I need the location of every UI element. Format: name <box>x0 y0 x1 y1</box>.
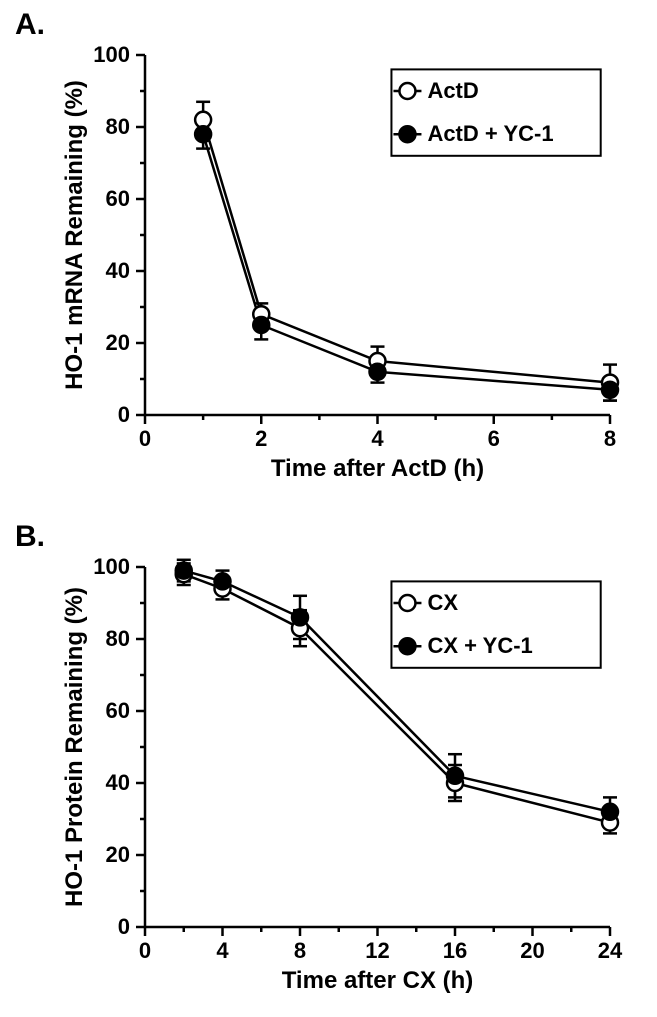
chart-svg: 0 4 8 12 16 20 24 0 20 40 60 80 100 Time after CX (h)… <box>60 552 630 1002</box>
panel-b-label: B. <box>15 520 45 554</box>
x-tick-label: 6 <box>488 426 500 451</box>
legend-label: CX + YC-1 <box>427 633 532 658</box>
filled-circle-marker <box>370 364 386 380</box>
legend-label: CX <box>427 590 458 615</box>
x-tick-label: 24 <box>598 938 623 963</box>
y-tick-label: 80 <box>106 114 130 139</box>
series-line <box>184 571 610 812</box>
x-tick-label: 4 <box>216 938 229 963</box>
panel-a-chart: 02468020406080100Time after ActD (h)HO-1… <box>60 40 630 490</box>
legend-marker <box>399 83 415 99</box>
y-tick-label: 0 <box>118 914 130 939</box>
x-tick-label: 8 <box>604 426 616 451</box>
legend-marker <box>399 126 415 142</box>
filled-circle-marker <box>602 804 618 820</box>
x-tick-label: 12 <box>365 938 389 963</box>
y-tick-label: 100 <box>93 42 130 67</box>
x-tick-label: 0 <box>139 938 151 963</box>
x-axis-title: Time after CX (h) <box>282 967 474 994</box>
x-tick-label: 4 <box>371 426 384 451</box>
filled-circle-marker <box>253 317 269 333</box>
chart-svg: 02468020406080100Time after ActD (h)HO-1… <box>60 40 630 490</box>
series-line <box>203 120 610 383</box>
y-tick-label: 60 <box>106 186 130 211</box>
y-tick-label: 60 <box>106 698 130 723</box>
filled-circle-marker <box>195 126 211 142</box>
x-tick-label: 2 <box>255 426 267 451</box>
x-tick-label: 16 <box>443 938 467 963</box>
filled-circle-marker <box>292 609 308 625</box>
x-tick-label: 8 <box>294 938 306 963</box>
panel-b-chart: 0 4 8 12 16 20 24 0 20 40 60 80 100 Time after CX (h)… <box>60 552 630 1002</box>
legend-marker <box>399 595 415 611</box>
y-tick-label: 0 <box>118 402 130 427</box>
y-tick-label: 100 <box>93 554 130 579</box>
y-tick-label: 20 <box>106 330 130 355</box>
y-tick-label: 40 <box>106 770 130 795</box>
y-tick-label: 40 <box>106 258 130 283</box>
series-line <box>203 134 610 390</box>
legend-label: ActD <box>427 78 478 103</box>
x-tick-label: 20 <box>520 938 544 963</box>
y-tick-label: 80 <box>106 626 130 651</box>
filled-circle-marker <box>215 573 231 589</box>
filled-circle-marker <box>447 768 463 784</box>
filled-circle-marker <box>602 382 618 398</box>
x-axis-title: Time after ActD (h) <box>271 455 484 482</box>
y-tick-label: 20 <box>106 842 130 867</box>
y-axis-title: HO-1 Protein Remaining (%) <box>61 587 88 907</box>
legend-label: ActD + YC-1 <box>427 121 553 146</box>
panel-a-label: A. <box>15 8 45 42</box>
x-tick-label: 0 <box>139 426 151 451</box>
filled-circle-marker <box>176 563 192 579</box>
series-line <box>184 574 610 822</box>
legend-marker <box>399 638 415 654</box>
y-axis-title: HO-1 mRNA Remaining (%) <box>61 80 88 390</box>
